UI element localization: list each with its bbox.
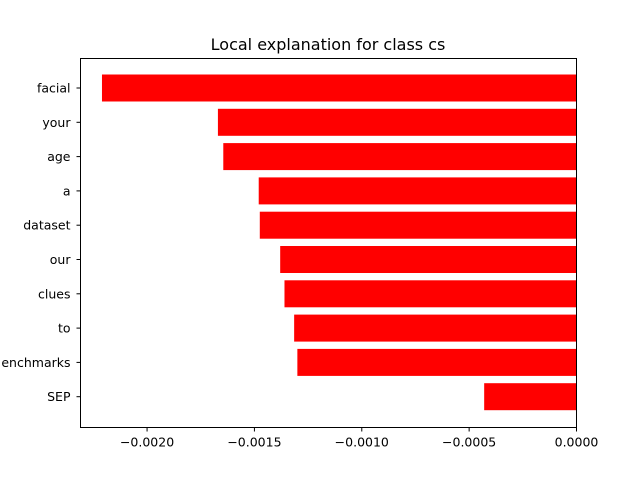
bar-age (223, 143, 577, 171)
y-tick-label: enchmarks (1, 355, 70, 370)
y-tick-label: our (50, 252, 72, 267)
y-tick-label: clues (38, 286, 70, 301)
x-tick-label: −0.0005 (442, 435, 496, 450)
y-tick-label: SEP (47, 389, 71, 404)
x-tick-label: −0.0010 (335, 435, 389, 450)
y-axis-ticks: facial your age a dataset our clues to enchmarks… (1, 81, 81, 404)
bar-to (294, 314, 577, 342)
plot-frame (80, 58, 577, 428)
bar-SEP (484, 383, 577, 411)
y-tick-label: to (58, 321, 71, 336)
x-tick-label: 0.0000 (555, 435, 599, 450)
y-tick-label: dataset (23, 218, 70, 233)
y-tick-label: age (47, 149, 71, 164)
bar-a (258, 177, 577, 205)
y-tick-label: a (63, 183, 71, 198)
bar-facial (101, 74, 577, 102)
bar-our (280, 246, 577, 273)
y-tick-label: facial (37, 81, 71, 96)
x-axis-ticks: −0.0020 −0.0015 −0.0010 −0.0005 0.0000 (120, 427, 599, 450)
x-tick-label: −0.0020 (120, 435, 174, 450)
bars-group (101, 74, 577, 411)
bar-enchmarks (297, 348, 577, 376)
chart-title: Local explanation for class cs (211, 35, 446, 54)
bar-dataset (259, 211, 577, 239)
y-tick-label: your (42, 115, 71, 130)
x-tick-label: −0.0015 (227, 435, 281, 450)
bar-your (217, 108, 577, 136)
bar-clues (284, 280, 577, 308)
